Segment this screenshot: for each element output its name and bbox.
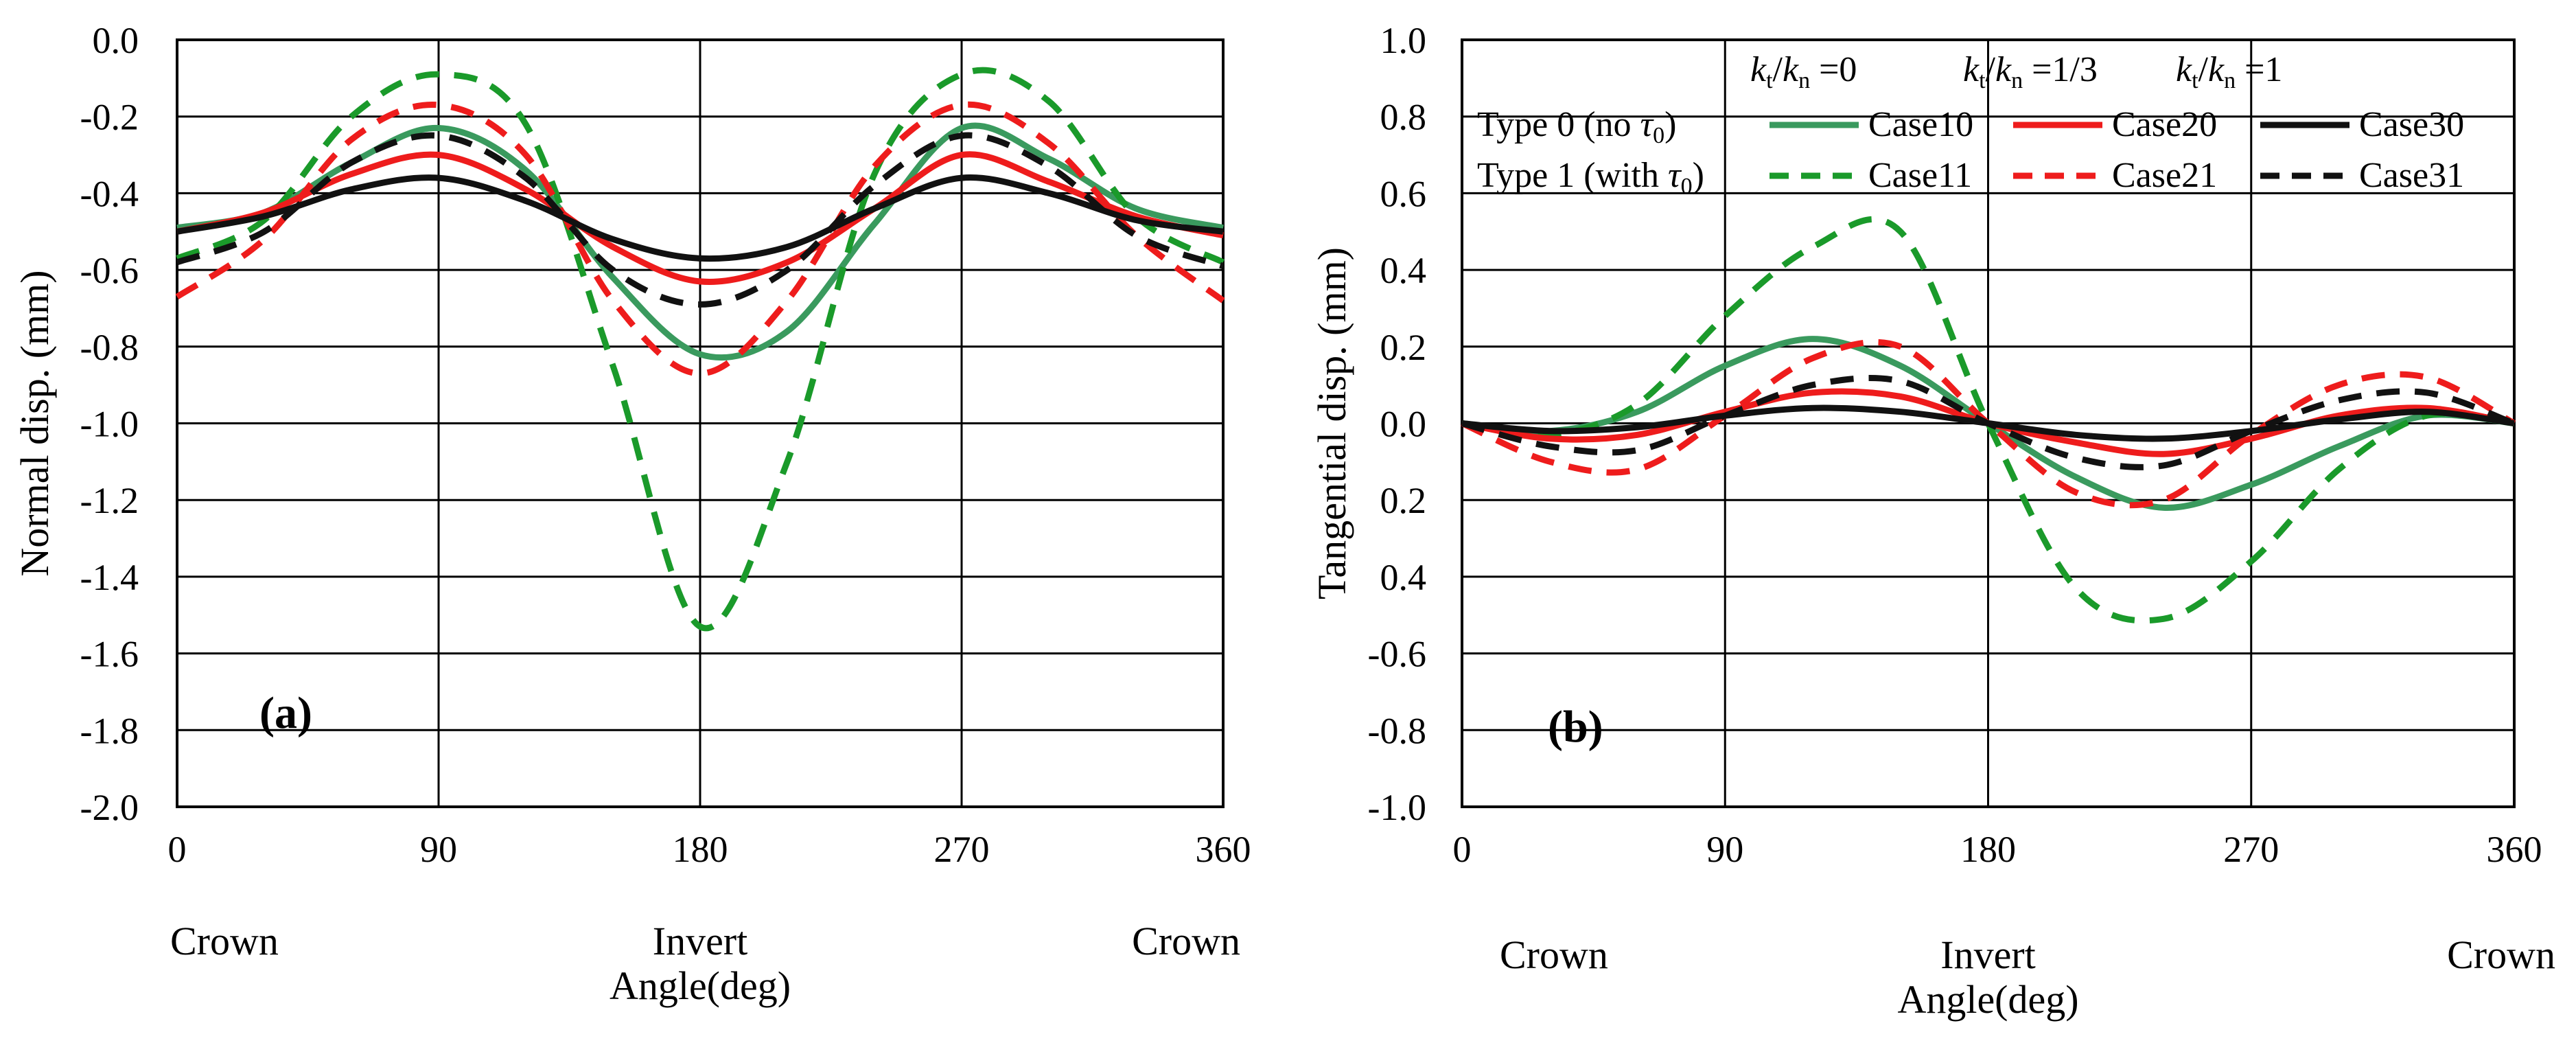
x-tick-label: 270	[934, 829, 990, 870]
x-axis-label: Angle(deg)	[1897, 977, 2078, 1022]
series-line-case11	[176, 67, 1225, 632]
x-tick-label: 360	[2487, 829, 2542, 870]
plot-frame	[176, 38, 1225, 808]
legend-entry-label: Case20	[2112, 105, 2217, 144]
y-tick-label: -0.8	[1368, 710, 1426, 751]
y-tick-label: -0.8	[80, 327, 139, 368]
position-label: Crown	[170, 919, 279, 963]
series-line-case21	[1461, 339, 2516, 509]
y-tick-label: 0.8	[1380, 97, 1427, 138]
y-tick-label: 0.2	[1380, 480, 1427, 521]
series-line-case30	[176, 174, 1224, 262]
legend-column-header: kt/kn =1/3	[1963, 50, 2098, 93]
position-label: Crown	[1132, 919, 1240, 963]
y-tick-label: 0.4	[1380, 250, 1427, 291]
y-tick-label: -0.2	[80, 97, 139, 138]
legend-entry-label: Case31	[2359, 156, 2464, 195]
legend-row-label: Type 1 (with τ0)	[1477, 156, 1704, 199]
y-axis-label: Normal disp. (mm)	[12, 270, 57, 576]
x-tick-label: 270	[2223, 829, 2279, 870]
position-label: Crown	[1500, 932, 1608, 977]
panel-label: (a)	[259, 688, 312, 738]
y-tick-label: -0.6	[1368, 634, 1426, 675]
position-label: Invert	[653, 919, 748, 963]
y-tick-label: -1.8	[80, 710, 139, 751]
legend-entry-label: Case30	[2359, 105, 2464, 144]
y-tick-label: 0.0	[1380, 404, 1427, 445]
legend-row-label: Type 0 (no τ0)	[1477, 105, 1676, 148]
x-tick-label: 180	[1960, 829, 2016, 870]
chart-legend: kt/kn =0 kt/kn =1/3 kt/kn =1 Type 0 (no τ0)…	[1477, 50, 2464, 199]
series-line-case11	[1461, 216, 2515, 624]
x-tick-label: 180	[673, 829, 728, 870]
y-tick-label: -1.2	[80, 480, 139, 521]
panel-label: (b)	[1548, 702, 1603, 752]
series-line-case20	[176, 151, 1224, 285]
y-tick-label: -1.0	[80, 404, 139, 445]
chart-panel-a: 0.0 -0.2 -0.4 -0.6 -0.8 -1.0 -1.2 -1.4 -1.6 -1.8 -…	[12, 20, 1251, 1008]
y-tick-label: -1.4	[80, 557, 139, 598]
x-tick-label: 360	[1196, 829, 1251, 870]
series-line-case31	[176, 132, 1225, 308]
y-axis-label: Tangential disp. (mm)	[1310, 247, 1354, 599]
x-tick-label: 0	[168, 829, 187, 870]
y-tick-label: -1.0	[1368, 787, 1426, 828]
x-tick-label: 90	[1706, 829, 1743, 870]
position-label: Crown	[2447, 932, 2555, 977]
y-tick-label: -0.4	[80, 173, 139, 214]
x-tick-label: 0	[1453, 829, 1472, 870]
series-line-case21	[175, 101, 1225, 377]
y-tick-label: -0.6	[80, 250, 139, 291]
y-tick-label: 0.0	[93, 20, 139, 61]
x-axis-label: Angle(deg)	[610, 963, 791, 1008]
y-tick-label: -2.0	[80, 787, 139, 828]
series-line-case31	[1461, 375, 2516, 470]
legend-entry-label: Case10	[1868, 105, 1973, 144]
legend-entry-label: Case21	[2112, 156, 2217, 195]
y-tick-label: 0.6	[1380, 173, 1427, 214]
y-tick-label: 0.2	[1380, 327, 1427, 368]
y-tick-label: 1.0	[1380, 20, 1427, 61]
x-tick-label: 90	[420, 829, 457, 870]
legend-column-header: kt/kn =1	[2176, 50, 2282, 93]
legend-entry-label: Case11	[1868, 156, 1972, 195]
position-label: Invert	[1940, 932, 2036, 977]
chart-panel-b: 1.0 0.8 0.6 0.4 0.2 0.0 0.2 0.4 -0.6 -0.8 -1.0 0 90 1…	[1310, 20, 2555, 1022]
y-tick-label: -1.6	[80, 634, 139, 675]
y-tick-label: 0.4	[1380, 557, 1427, 598]
legend-column-header: kt/kn =0	[1750, 50, 1857, 93]
